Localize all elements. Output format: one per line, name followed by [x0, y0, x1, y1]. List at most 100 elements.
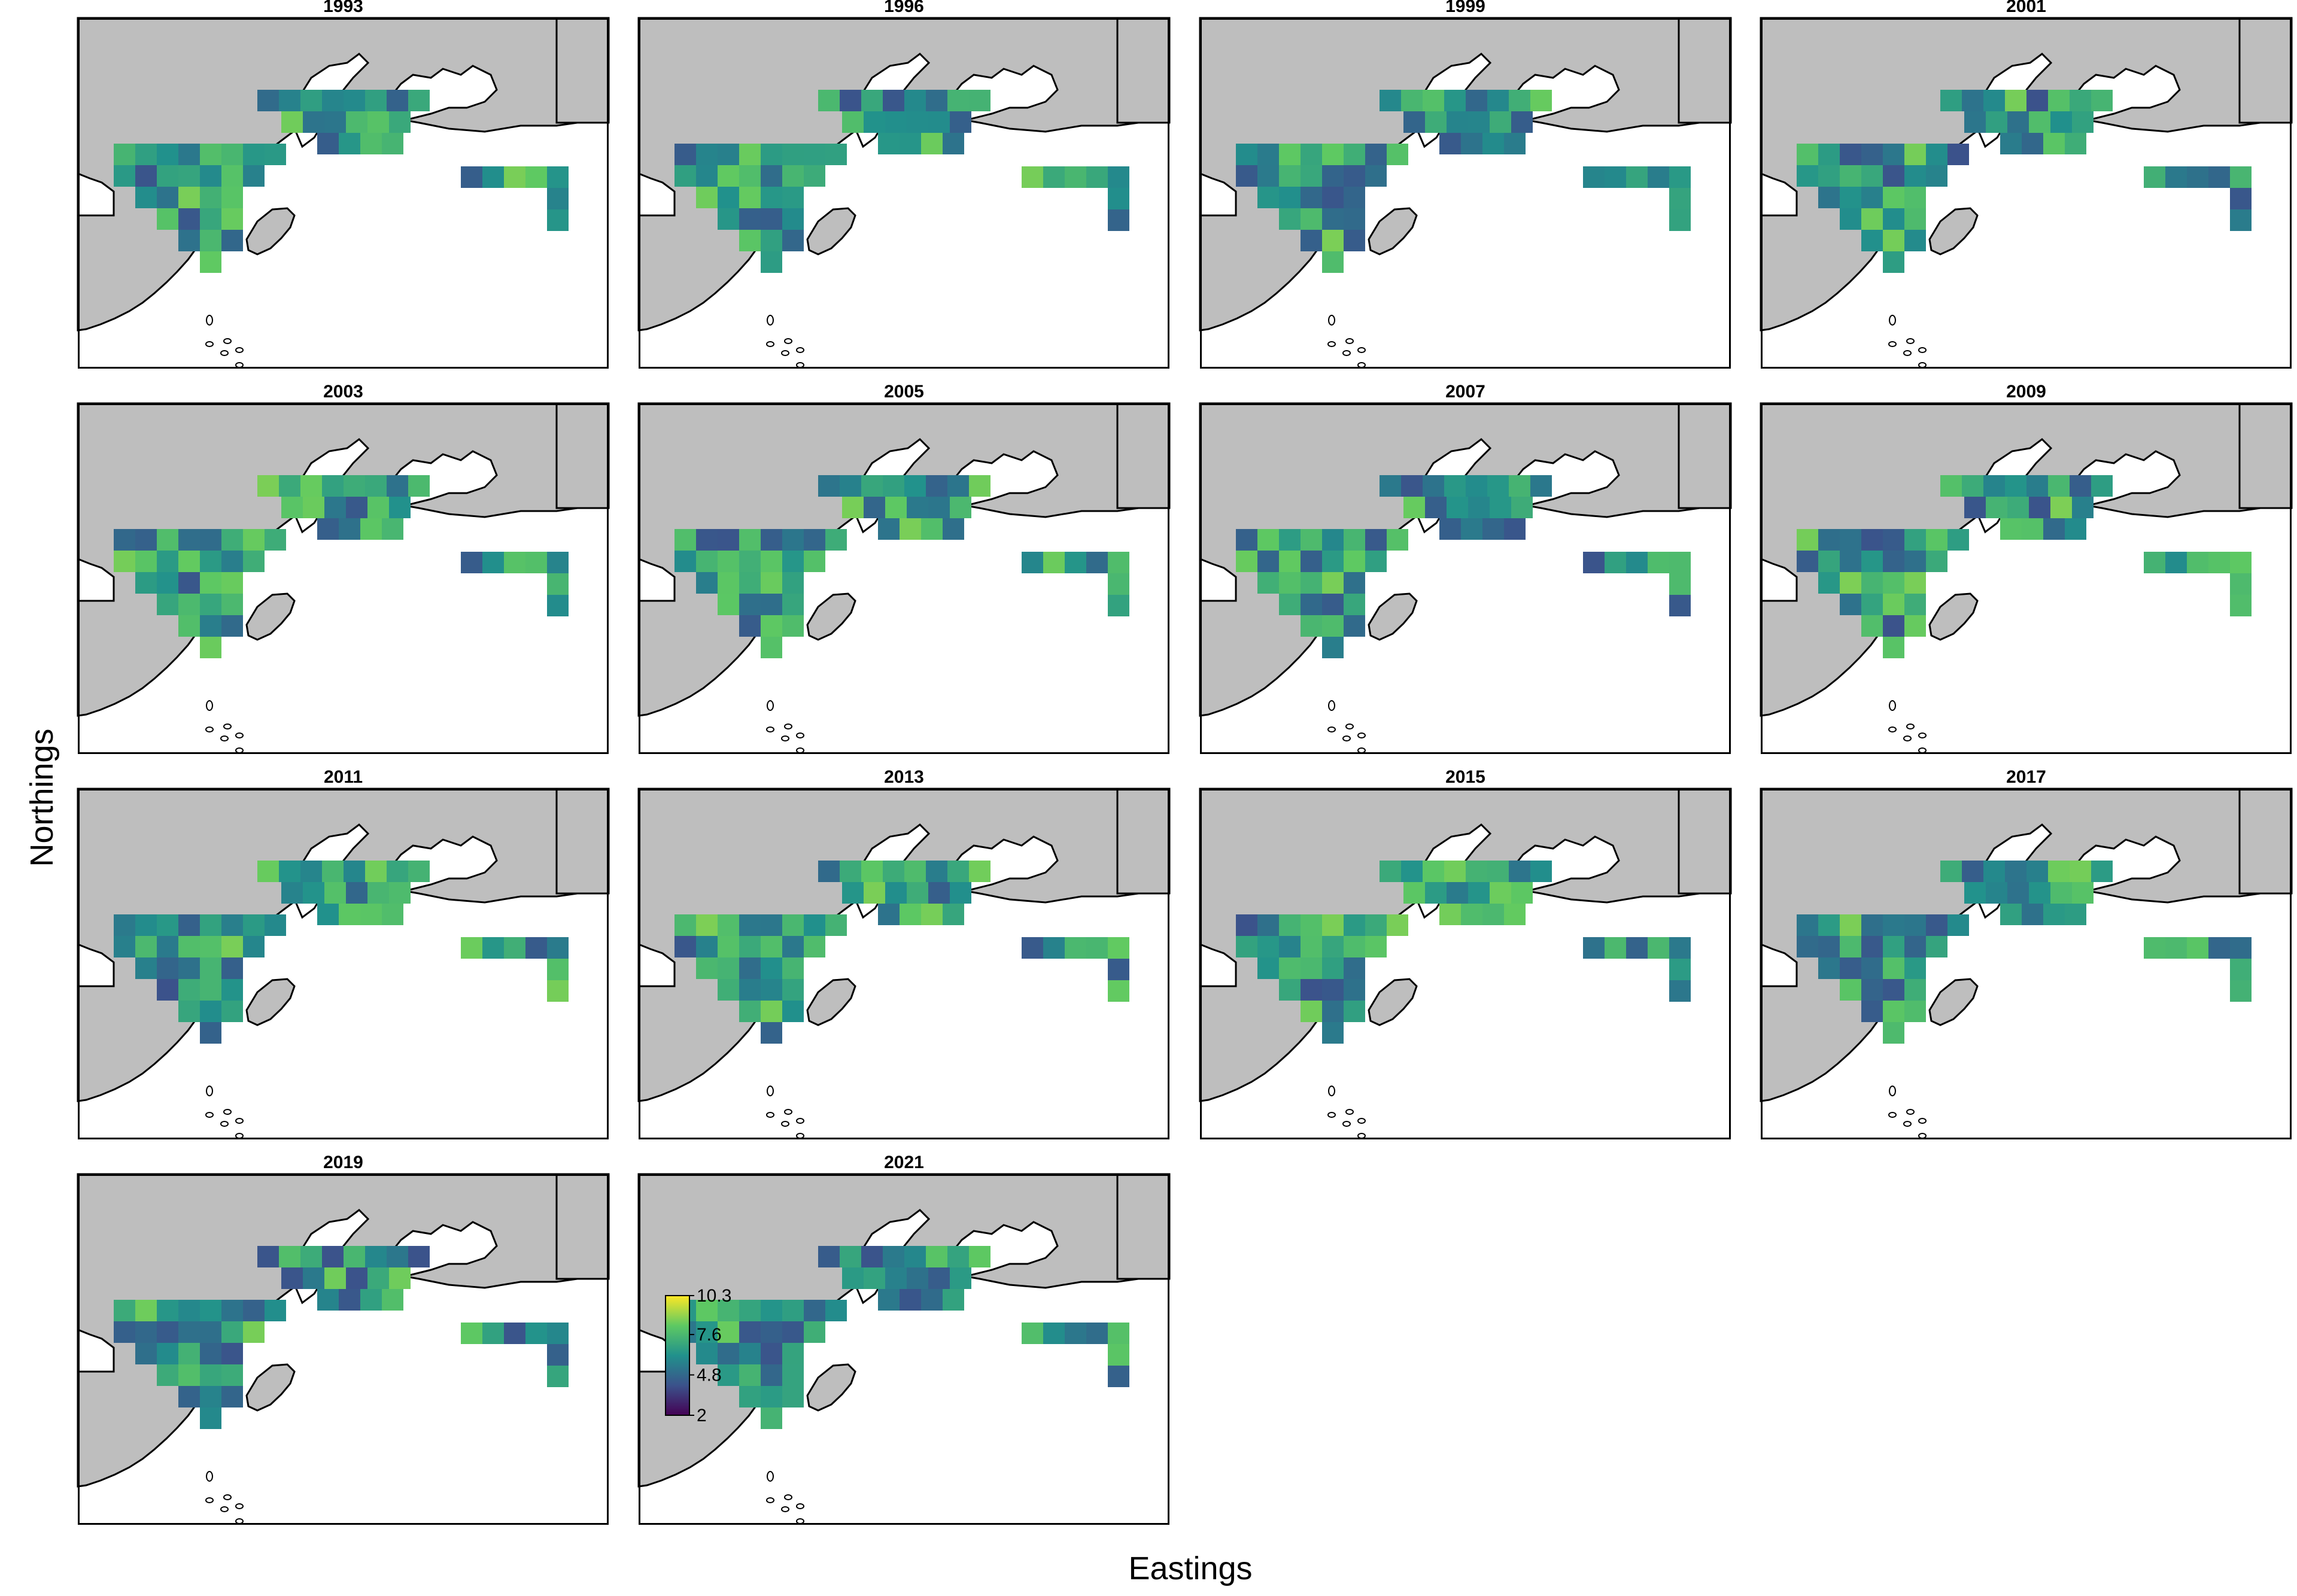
small-island: [1918, 347, 1927, 353]
grid-cell: [178, 572, 200, 594]
grid-cell: [178, 230, 200, 251]
grid-cell: [761, 1386, 782, 1407]
grid-cell: [907, 882, 928, 904]
grid-cell: [861, 1246, 883, 1267]
grid-cell: [739, 572, 761, 594]
grid-cell: [257, 475, 279, 497]
grid-cell: [365, 90, 387, 111]
grid-cell: [1322, 251, 1344, 273]
grid-cell: [761, 144, 782, 165]
grid-cell: [200, 936, 221, 957]
grid-cell: [382, 133, 403, 154]
data-cells: [114, 475, 569, 658]
grid-cell: [761, 230, 782, 251]
small-island: [1888, 341, 1897, 347]
grid-cell: [2187, 552, 2208, 573]
grid-cell: [1257, 187, 1279, 208]
grid-cell: [782, 936, 804, 957]
grid-cell: [2000, 133, 2022, 154]
map-panel-2013: 2013: [637, 767, 1171, 1139]
grid-cell: [135, 187, 157, 208]
grid-cell: [178, 187, 200, 208]
grid-cell: [864, 882, 885, 904]
grid-cell: [883, 861, 904, 882]
grid-cell: [1344, 230, 1365, 251]
grid-cell: [782, 1321, 804, 1343]
grid-cell: [804, 529, 825, 551]
grid-cell: [1818, 187, 1840, 208]
grid-cell: [547, 209, 569, 231]
grid-cell: [178, 165, 200, 187]
grid-cell: [1322, 1001, 1344, 1022]
panel-title: 2021: [884, 1153, 924, 1172]
small-island: [796, 347, 804, 353]
grid-cell: [1108, 209, 1129, 231]
grid-cell: [1861, 1001, 1883, 1022]
grid-cell: [200, 187, 221, 208]
grid-cell: [739, 165, 761, 187]
grid-cell: [1883, 529, 1904, 551]
grid-cell: [1065, 552, 1086, 573]
grid-cell: [1439, 133, 1461, 154]
grid-cell: [1468, 111, 1490, 133]
grid-cell: [718, 914, 739, 936]
small-island: [1327, 341, 1336, 347]
grid-cell: [221, 187, 243, 208]
grid-cell: [178, 914, 200, 936]
grid-cell: [782, 594, 804, 615]
grid-cell: [1947, 529, 1969, 551]
grid-cell: [324, 882, 346, 904]
color-legend: 10.3 7.6 4.8 2: [665, 1286, 731, 1425]
grid-cell: [921, 133, 943, 154]
panel-title: 2007: [1445, 382, 1485, 402]
grid-cell: [1605, 937, 1626, 959]
grid-cell: [360, 133, 382, 154]
grid-cell: [1401, 861, 1423, 882]
grid-cell: [2230, 595, 2252, 616]
grid-cell: [1086, 166, 1108, 188]
grid-cell: [1423, 475, 1444, 497]
grid-cell: [947, 90, 969, 111]
grid-cell: [1322, 165, 1344, 187]
map-panel-2009: 2009: [1760, 382, 2293, 754]
grid-cell: [2043, 518, 2065, 540]
grid-cell: [1940, 90, 1962, 111]
grid-cell: [1983, 90, 2005, 111]
grid-cell: [878, 1289, 900, 1311]
grid-cell: [1022, 552, 1043, 573]
grid-cell: [782, 165, 804, 187]
grid-cell: [547, 573, 569, 595]
grid-cell: [674, 551, 696, 572]
grid-cell: [1344, 914, 1365, 936]
grid-cell: [761, 1300, 782, 1321]
grid-cell: [1648, 937, 1669, 959]
small-island: [1903, 1121, 1912, 1127]
grid-cell: [2026, 475, 2048, 497]
grid-cell: [221, 551, 243, 572]
grid-cell: [200, 165, 221, 187]
small-island: [1345, 338, 1354, 344]
grid-cell: [842, 111, 864, 133]
small-island: [1906, 1109, 1915, 1115]
grid-cell: [200, 1321, 221, 1343]
grid-cell: [135, 1300, 157, 1321]
grid-cell: [761, 551, 782, 572]
grid-cell: [1108, 552, 1129, 573]
grid-cell: [367, 111, 389, 133]
grid-cell: [300, 475, 322, 497]
grid-cell: [739, 957, 761, 979]
grid-cell: [761, 615, 782, 637]
panel-frame: [639, 18, 1169, 369]
panel-frame: [1200, 789, 1731, 1139]
grid-cell: [782, 208, 804, 230]
grid-cell: [1322, 936, 1344, 957]
grid-cell: [303, 1267, 324, 1289]
small-island: [1918, 732, 1927, 738]
grid-cell: [1818, 957, 1840, 979]
grid-cell: [1236, 144, 1257, 165]
grid-cell: [1904, 208, 1926, 230]
grid-cell: [2022, 133, 2043, 154]
data-cells: [1797, 90, 2252, 273]
grid-cell: [739, 594, 761, 615]
